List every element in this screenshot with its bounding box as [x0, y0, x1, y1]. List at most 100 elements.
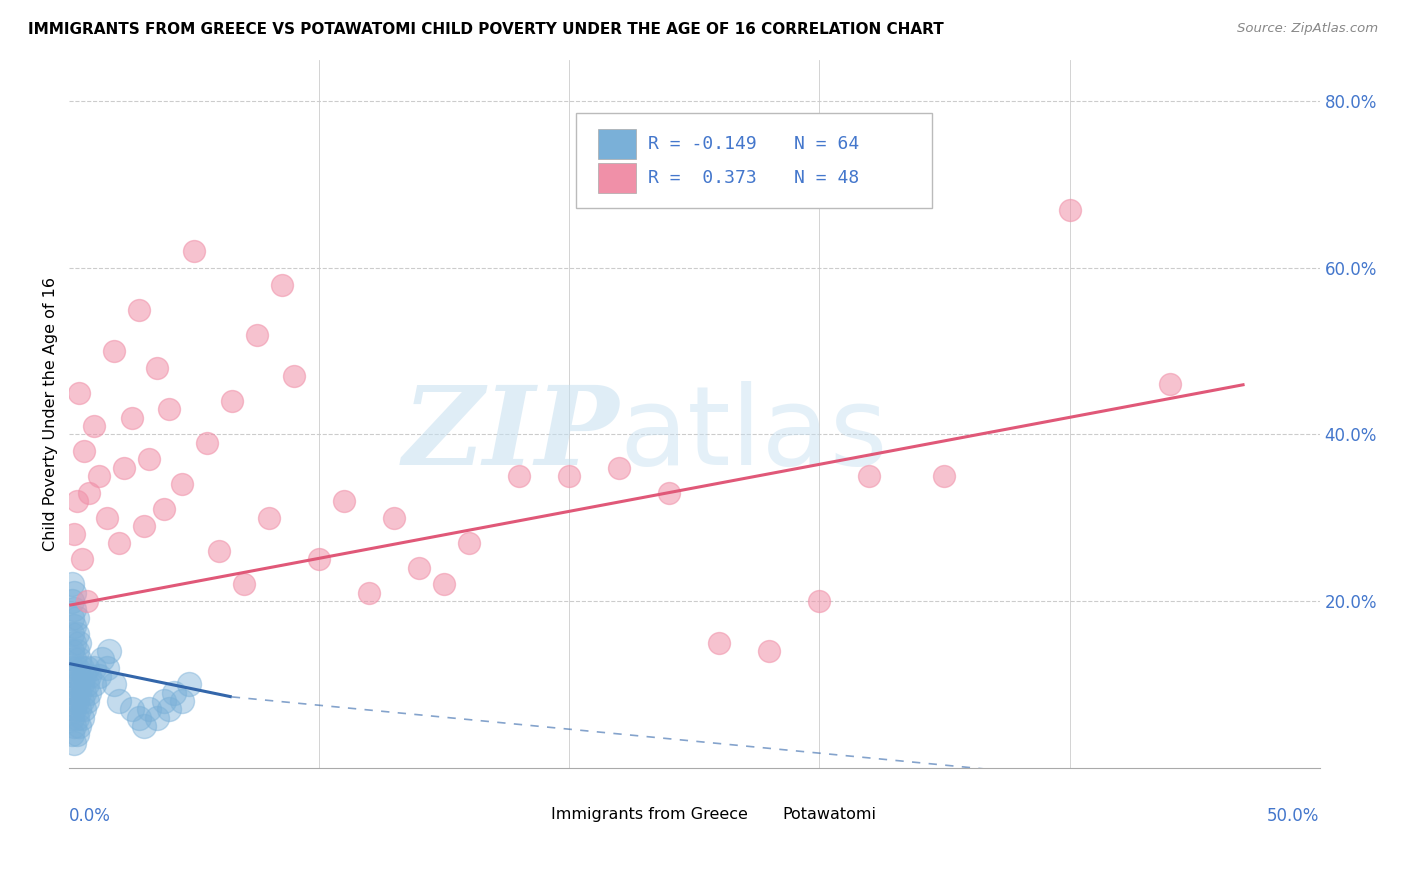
Point	[66, 494, 89, 508]
Point	[66, 611, 89, 625]
Point	[108, 694, 131, 708]
Point	[145, 360, 167, 375]
Point	[63, 669, 86, 683]
Point	[73, 686, 96, 700]
Point	[70, 552, 93, 566]
Point	[63, 702, 86, 716]
Text: N = 48: N = 48	[794, 169, 859, 186]
Point	[359, 586, 381, 600]
FancyBboxPatch shape	[598, 129, 636, 159]
Point	[63, 636, 86, 650]
Point	[108, 535, 131, 549]
Point	[134, 719, 156, 733]
Point	[77, 669, 100, 683]
Point	[66, 627, 89, 641]
Point	[66, 677, 89, 691]
Text: Immigrants from Greece: Immigrants from Greece	[551, 807, 748, 822]
Point	[77, 485, 100, 500]
Point	[458, 535, 481, 549]
Point	[170, 477, 193, 491]
Point	[157, 402, 180, 417]
Point	[433, 577, 456, 591]
Point	[66, 644, 89, 658]
Point	[60, 727, 83, 741]
Point	[60, 711, 83, 725]
Point	[67, 669, 90, 683]
Point	[382, 510, 405, 524]
Point	[98, 644, 121, 658]
Point	[138, 702, 160, 716]
Point	[103, 344, 125, 359]
Point	[60, 611, 83, 625]
Point	[83, 419, 105, 434]
Point	[558, 469, 581, 483]
Point	[808, 594, 831, 608]
Point	[60, 644, 83, 658]
Point	[63, 619, 86, 633]
Text: IMMIGRANTS FROM GREECE VS POTAWATOMI CHILD POVERTY UNDER THE AGE OF 16 CORRELATI: IMMIGRANTS FROM GREECE VS POTAWATOMI CHI…	[28, 22, 943, 37]
FancyBboxPatch shape	[738, 801, 773, 828]
Point	[259, 510, 281, 524]
Point	[67, 686, 90, 700]
Point	[76, 677, 98, 691]
Point	[63, 527, 86, 541]
Point	[270, 277, 292, 292]
Point	[858, 469, 880, 483]
Point	[145, 711, 167, 725]
Point	[73, 702, 96, 716]
Point	[128, 302, 150, 317]
Point	[70, 677, 93, 691]
Point	[90, 652, 112, 666]
Point	[195, 435, 218, 450]
FancyBboxPatch shape	[506, 801, 541, 828]
Point	[96, 661, 118, 675]
Point	[658, 485, 681, 500]
Point	[67, 702, 90, 716]
Point	[70, 661, 93, 675]
Text: R = -0.149: R = -0.149	[648, 135, 756, 153]
Point	[112, 460, 135, 475]
Point	[121, 702, 143, 716]
Text: atlas: atlas	[620, 382, 887, 489]
Point	[233, 577, 256, 591]
Point	[153, 502, 176, 516]
FancyBboxPatch shape	[575, 112, 932, 209]
Point	[66, 711, 89, 725]
Point	[60, 577, 83, 591]
Point	[1059, 202, 1081, 217]
Text: Source: ZipAtlas.com: Source: ZipAtlas.com	[1237, 22, 1378, 36]
Point	[67, 719, 90, 733]
Point	[67, 636, 90, 650]
FancyBboxPatch shape	[598, 163, 636, 193]
Point	[408, 561, 430, 575]
Text: N = 64: N = 64	[794, 135, 859, 153]
Point	[63, 652, 86, 666]
Point	[63, 686, 86, 700]
Point	[709, 636, 731, 650]
Text: Potawatomi: Potawatomi	[782, 807, 876, 822]
Point	[89, 469, 111, 483]
Point	[73, 669, 96, 683]
Point	[66, 727, 89, 741]
Point	[60, 627, 83, 641]
Point	[73, 444, 96, 458]
Point	[157, 702, 180, 716]
Point	[134, 519, 156, 533]
Point	[183, 244, 205, 259]
Point	[179, 677, 201, 691]
Y-axis label: Child Poverty Under the Age of 16: Child Poverty Under the Age of 16	[44, 277, 58, 550]
Point	[66, 694, 89, 708]
Point	[83, 677, 105, 691]
Point	[63, 719, 86, 733]
Point	[333, 494, 356, 508]
Point	[221, 394, 243, 409]
Point	[89, 669, 111, 683]
Point	[67, 385, 90, 400]
Point	[70, 694, 93, 708]
Point	[163, 686, 186, 700]
Point	[934, 469, 956, 483]
Point	[609, 460, 631, 475]
Point	[60, 594, 83, 608]
Text: 50.0%: 50.0%	[1267, 806, 1320, 824]
Text: R =  0.373: R = 0.373	[648, 169, 756, 186]
